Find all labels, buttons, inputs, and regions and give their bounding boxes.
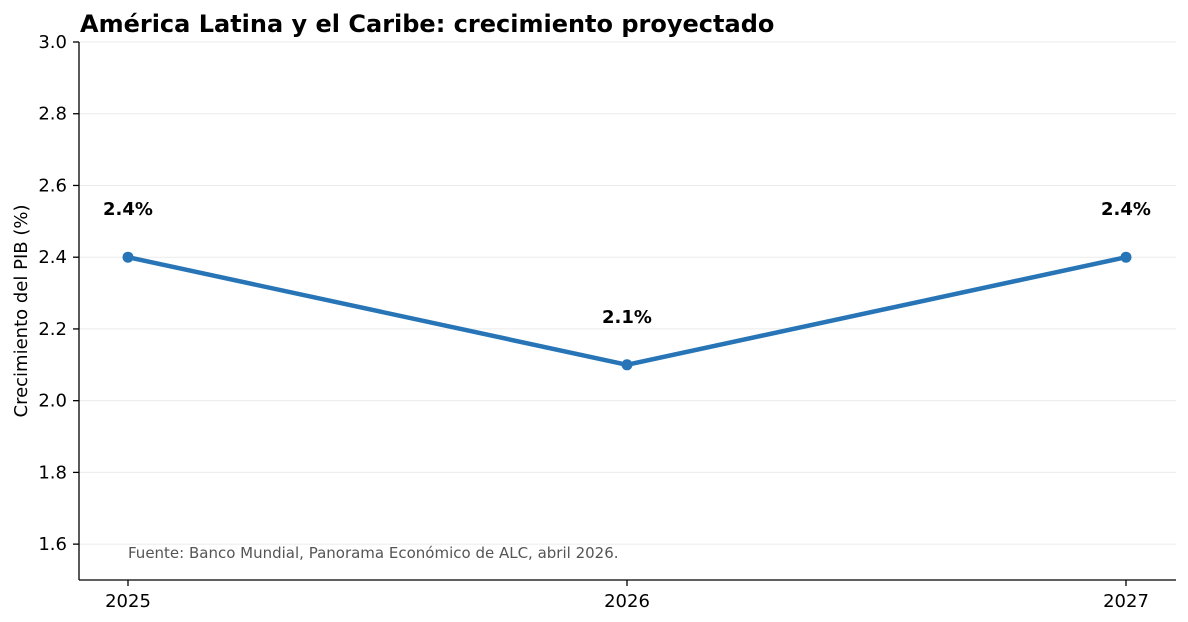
gridlines [79,41,1176,545]
y-tick-label: 2.4 [38,247,67,268]
y-tick-label: 2.0 [38,391,67,412]
x-tick-label: 2025 [105,591,151,612]
data-labels: 2.4% 2.1% 2.4% [103,199,1151,328]
x-tick-label: 2026 [604,591,650,612]
y-axis-label: Crecimiento del PIB (%) [11,205,32,418]
y-tick-label: 1.8 [38,462,67,483]
y-tick-label: 1.6 [38,534,67,555]
chart-title: América Latina y el Caribe: crecimiento … [80,10,774,38]
y-tick-label: 2.8 [38,104,67,125]
x-tick-label: 2027 [1103,591,1149,612]
y-tick-label: 2.6 [38,175,67,196]
data-label: 2.4% [1101,199,1151,220]
y-tick-label: 3.0 [38,32,67,53]
y-axis-ticks: 1.6 1.8 2.0 2.2 2.4 2.6 2.8 3.0 [38,32,79,555]
y-tick-label: 2.2 [38,319,67,340]
data-point [621,359,633,371]
x-axis-ticks: 2025 2026 2027 [105,580,1149,612]
data-point [1120,251,1132,263]
data-label: 2.1% [602,307,652,328]
source-note: Fuente: Banco Mundial, Panorama Económic… [128,544,619,562]
data-point [122,251,134,263]
series [122,251,1132,371]
data-label: 2.4% [103,199,153,220]
